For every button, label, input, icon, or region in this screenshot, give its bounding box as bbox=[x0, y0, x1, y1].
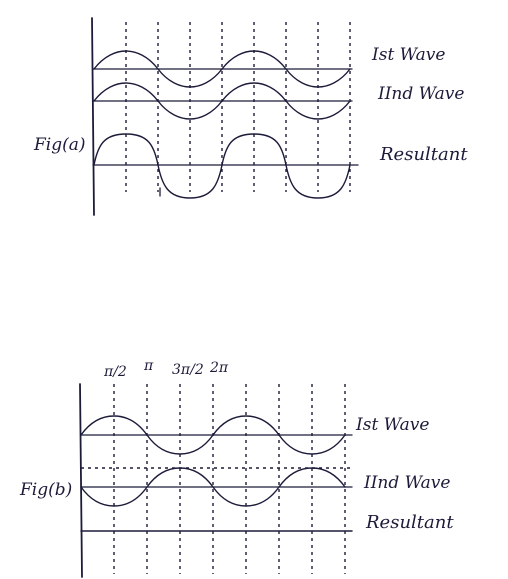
fig-a-resultant-label: Resultant bbox=[379, 144, 468, 165]
fig-b-phase-label-pi-over-2: π/2 bbox=[103, 364, 127, 380]
fig-b-wave2-label: IInd Wave bbox=[363, 473, 450, 493]
fig-a-wave2-label: IInd Wave bbox=[377, 84, 464, 104]
figure-a: Fig(a) Ist Wave IInd Wave Resultant bbox=[33, 17, 468, 216]
fig-a-vertical-axis bbox=[91, 17, 95, 216]
fig-b-phase-label-2pi: 2π bbox=[209, 360, 229, 376]
fig-a-wave1-curve bbox=[93, 50, 351, 88]
fig-a-label: Fig(a) bbox=[33, 135, 86, 155]
fig-b-label: Fig(b) bbox=[19, 480, 72, 500]
fig-b-wave1-curve bbox=[80, 415, 346, 455]
fig-b-resultant-label: Resultant bbox=[365, 512, 454, 533]
fig-b-wave2-curve bbox=[80, 467, 346, 507]
fig-a-wave1-label: Ist Wave bbox=[371, 45, 445, 65]
fig-b-vertical-axis bbox=[79, 383, 83, 578]
fig-a-resultant-curve bbox=[93, 133, 351, 199]
fig-b-phase-label-3pi-over-2: 3π/2 bbox=[172, 362, 204, 378]
fig-b-phase-label-pi: π bbox=[143, 358, 154, 374]
fig-b-wave1-label: Ist Wave bbox=[355, 415, 429, 435]
fig-a-dotted-gridlines bbox=[125, 22, 351, 192]
fig-a-wave2-curve bbox=[93, 82, 351, 120]
fig-b-dotted-gridlines bbox=[113, 384, 346, 574]
figure-b: π/2 π 3π/2 2π Fig(b) Ist Wave IInd Wave … bbox=[19, 358, 454, 578]
